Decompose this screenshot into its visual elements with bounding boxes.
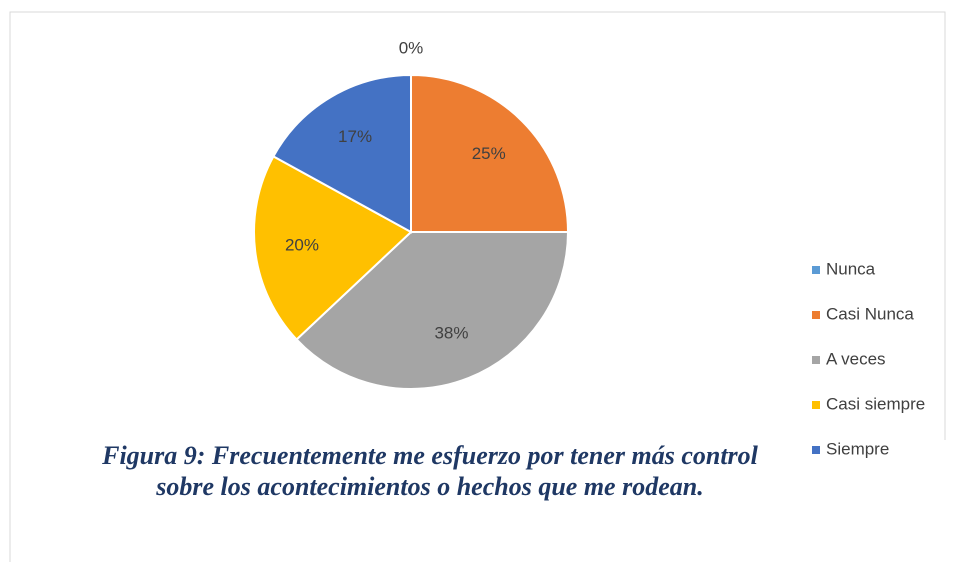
legend-swatch [812,446,820,454]
data-label: 25% [472,144,506,163]
legend-label: A veces [826,349,886,368]
legend-swatch [812,311,820,319]
legend-swatch [812,401,820,409]
legend-label: Casi siempre [826,394,925,413]
data-label: 0% [399,38,424,57]
pie-slice [253,155,413,341]
pie-slice [410,73,570,233]
chart-border [9,11,946,562]
legend-label: Nunca [826,259,876,278]
data-label: 20% [285,235,319,254]
legend-label: Casi Nunca [826,304,914,323]
pie-slice [295,231,570,390]
legend-label: Siempre [826,439,889,458]
data-label: 17% [338,127,372,146]
data-label: 38% [434,324,468,343]
legend-swatch [812,266,820,274]
pie-slice [272,73,412,234]
legend-swatch [812,356,820,364]
chart-title: Figura 9: Frecuentemente me esfuerzo por… [102,441,758,501]
